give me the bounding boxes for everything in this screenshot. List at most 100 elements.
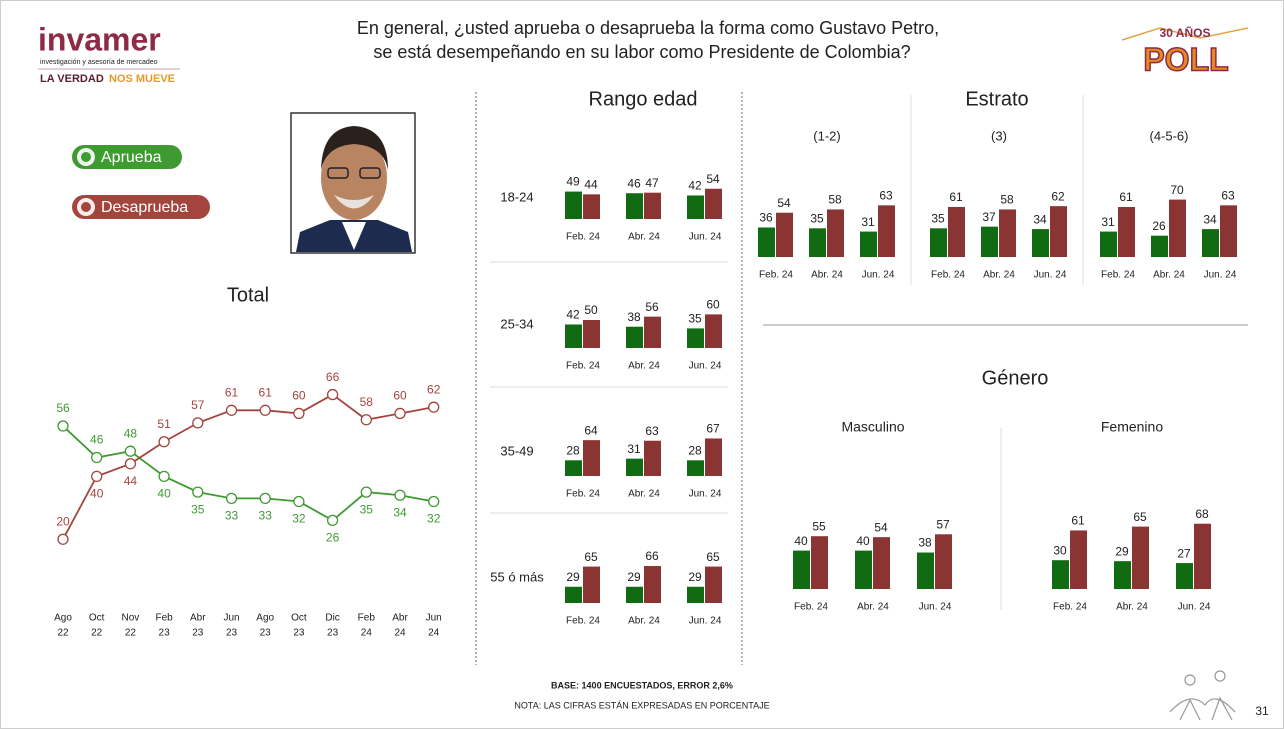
x-tick-label: Jun. 24 (689, 616, 722, 627)
bar (855, 550, 872, 589)
bar (917, 552, 934, 589)
bar (583, 320, 600, 348)
data-label: 38 (918, 536, 932, 550)
footnote: BASE: 1400 ENCUESTADOS, ERROR 2,6% (551, 680, 733, 690)
data-label: 36 (759, 211, 773, 225)
x-tick-label: 23 (192, 628, 204, 639)
data-label: 58 (828, 193, 842, 207)
data-label: 29 (566, 570, 580, 584)
bar (705, 438, 722, 476)
bar (583, 194, 600, 219)
question: En general, ¿usted aprueba o desaprueba … (357, 18, 939, 38)
chart-title: Femenino (1101, 419, 1163, 435)
x-tick-label: Jun. 24 (1178, 602, 1211, 613)
point (326, 388, 339, 401)
bar (626, 586, 643, 603)
data-label: 65 (706, 550, 720, 564)
logo-slogan: LA VERDAD (40, 73, 104, 85)
x-tick-label: Abr. 24 (628, 361, 660, 372)
data-label: 35 (688, 312, 702, 326)
x-tick-label: Abr (190, 613, 206, 624)
point (91, 451, 103, 464)
bar (1220, 205, 1237, 257)
badge-main: POLL (1143, 41, 1228, 77)
x-tick-label: Dic (325, 613, 339, 624)
data-label: 29 (1115, 544, 1129, 558)
legend-icon (81, 152, 91, 162)
data-label: 31 (861, 215, 875, 229)
data-label: 58 (360, 395, 374, 409)
data-label: 55 (812, 519, 826, 533)
data-label: 56 (645, 300, 659, 314)
chart-title: Masculino (841, 419, 904, 435)
x-tick-label: Abr. 24 (1153, 270, 1185, 281)
x-tick-label: Feb. 24 (759, 270, 793, 281)
data-label: 31 (627, 442, 641, 456)
data-label: 40 (157, 487, 171, 501)
data-label: 46 (627, 176, 641, 190)
bar (1151, 235, 1168, 257)
data-label: 35 (810, 211, 824, 225)
data-label: 28 (688, 443, 702, 457)
data-label: 46 (90, 433, 104, 447)
point (158, 436, 170, 448)
portrait (290, 112, 416, 254)
point (124, 458, 137, 470)
bar (687, 460, 704, 476)
data-label: 42 (688, 179, 702, 193)
data-label: 60 (393, 389, 407, 403)
data-label: 29 (688, 570, 702, 584)
data-label: 60 (292, 389, 306, 403)
point (394, 489, 406, 501)
data-label: 26 (326, 531, 340, 545)
data-label: 62 (1051, 189, 1065, 203)
bar (1070, 530, 1087, 589)
x-tick-label: Abr. 24 (1116, 602, 1148, 613)
data-label: 44 (124, 474, 138, 488)
bar (827, 209, 844, 257)
bar (687, 328, 704, 348)
x-tick-label: Feb. 24 (794, 602, 828, 613)
x-tick-label: Jun. 24 (1204, 270, 1237, 281)
x-tick-label: Feb. 24 (1053, 602, 1087, 613)
data-label: 64 (584, 423, 598, 437)
bar (860, 231, 877, 257)
data-label: 40 (90, 487, 104, 501)
bar (948, 206, 965, 257)
data-label: 61 (1071, 514, 1085, 528)
data-label: 70 (1170, 183, 1184, 197)
bar (873, 537, 890, 589)
data-label: 62 (427, 382, 441, 396)
x-tick-label: Jun. 24 (862, 270, 895, 281)
chart-title: 55 ó más (490, 569, 544, 584)
x-tick-label: Abr. 24 (628, 232, 660, 243)
data-label: 27 (1177, 546, 1191, 560)
data-label: 65 (1133, 510, 1147, 524)
x-tick-label: Abr. 24 (983, 270, 1015, 281)
data-label: 49 (566, 175, 580, 189)
bar (1050, 206, 1067, 257)
section-title: Género (982, 367, 1049, 389)
x-tick-label: 22 (125, 628, 137, 639)
data-label: 58 (1000, 193, 1014, 207)
data-label: 44 (584, 178, 598, 192)
point (225, 492, 238, 505)
x-tick-label: Jun (223, 613, 239, 624)
bar (1118, 206, 1135, 257)
x-tick-label: 24 (428, 628, 440, 639)
x-tick-label: Feb. 24 (566, 489, 600, 500)
data-label: 61 (259, 385, 273, 399)
bar (758, 227, 775, 257)
bar (626, 193, 643, 219)
x-tick-label: Jun (426, 613, 442, 624)
x-tick-label: Jun. 24 (689, 361, 722, 372)
x-tick-label: Jun. 24 (689, 489, 722, 500)
bar (644, 192, 661, 219)
chart-title: 35-49 (500, 443, 533, 458)
legend-swatch (72, 145, 182, 169)
point (158, 470, 170, 483)
data-label: 60 (706, 298, 720, 312)
data-label: 61 (949, 190, 963, 204)
data-label: 48 (124, 426, 138, 440)
bar (811, 536, 828, 589)
